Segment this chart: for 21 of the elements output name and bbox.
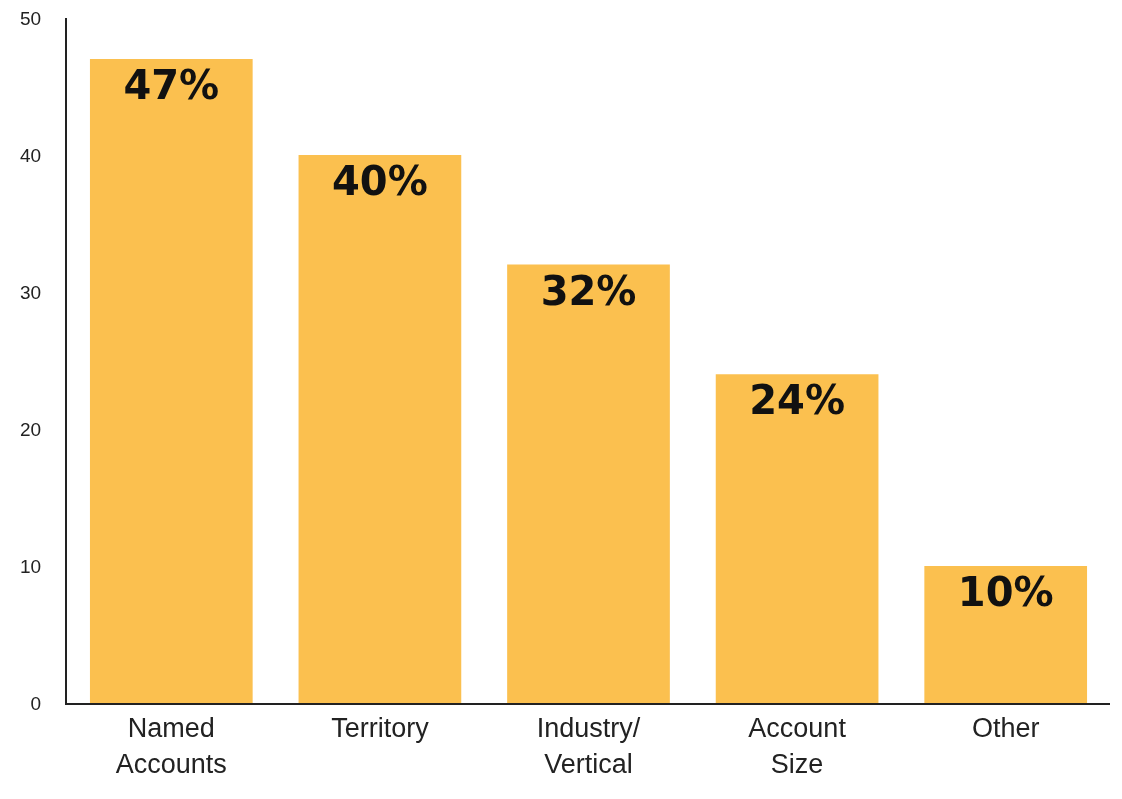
x-tick-label: Named Accounts <box>115 713 227 779</box>
y-tick-label: 50 <box>20 7 42 29</box>
data-label: 40% <box>332 158 428 204</box>
x-tick-label: Territory <box>331 713 430 744</box>
data-label: 10% <box>957 569 1054 615</box>
x-tick-label: Other <box>971 713 1040 744</box>
y-tick-label: 20 <box>20 418 42 440</box>
bar <box>298 155 462 703</box>
bar <box>924 566 1088 703</box>
data-label: 32% <box>540 267 637 314</box>
bar <box>89 59 253 703</box>
x-tick-label: Industry/Vertical <box>536 713 641 779</box>
bar <box>715 374 879 703</box>
bar <box>507 264 670 703</box>
data-label: 24% <box>749 377 845 424</box>
data-label: 47% <box>123 62 220 109</box>
y-tick-label: 0 <box>30 692 42 714</box>
y-tick-label: 40 <box>20 144 42 166</box>
y-tick-label: 30 <box>20 281 42 303</box>
x-tick-label: Account Size <box>748 713 847 779</box>
y-tick-label: 10 <box>20 555 42 577</box>
